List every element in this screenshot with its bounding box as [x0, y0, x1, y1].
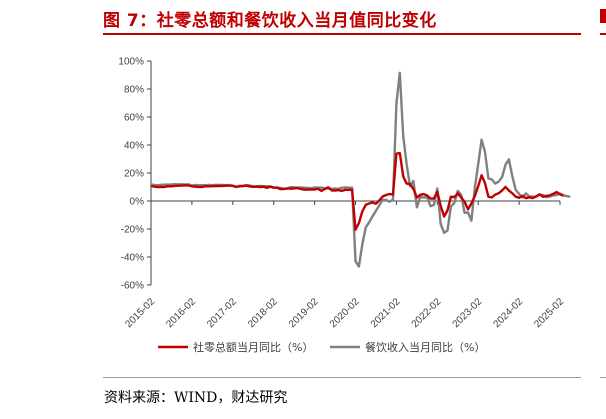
adjacent-title-underline [600, 33, 606, 35]
x-tick-label: 2022-02 [410, 296, 444, 330]
y-tick-label: -20% [121, 225, 144, 236]
y-tick-label: 100% [118, 57, 144, 68]
y-tick-label: 20% [124, 169, 144, 180]
x-tick-label: 2025-02 [532, 296, 566, 330]
series-line-retail [150, 151, 564, 231]
x-tick-label: 2018-02 [246, 296, 280, 330]
series-layer [150, 71, 571, 268]
figure-title: 图 7：社零总额和餐饮收入当月值同比变化 [103, 11, 437, 31]
legend-label: 社零总额当月同比（%） [193, 340, 313, 354]
y-tick-label: -60% [121, 281, 144, 292]
y-tick-label: 80% [124, 85, 144, 96]
legend-label: 餐饮收入当月同比（%） [365, 340, 485, 354]
adjacent-figure-title-edge [600, 9, 606, 23]
x-tick-label: 2015-02 [123, 296, 157, 330]
x-tick-label: 2017-02 [205, 296, 239, 330]
x-tick-label: 2020-02 [328, 296, 362, 330]
source-note: 资料来源：WIND，财达研究 [104, 390, 288, 406]
y-tick-label: -40% [121, 253, 144, 264]
x-tick-label: 2016-02 [164, 296, 198, 330]
y-tick-label: 40% [124, 141, 144, 152]
y-axis: 100% 80% 60% 40% 20% 0% -20% -40% -60% [118, 57, 152, 292]
line-chart: 100%80%60%40%20%0%-20%-40%-60% 2015-02 20… [118, 57, 571, 354]
adjacent-footer-rule [600, 377, 606, 378]
x-tick-label: 2019-02 [287, 296, 321, 330]
x-tick-label: 2023-02 [451, 296, 485, 330]
y-tick-label: 60% [124, 113, 144, 124]
series-line-catering [150, 71, 571, 268]
x-axis: 2015-02 2016-02 2017-02 2018-02 2019-02 2020-… [123, 200, 566, 330]
x-tick-label: 2024-02 [491, 296, 525, 330]
y-tick-label: 0% [130, 197, 145, 208]
legend: 社零总额当月同比（%） 餐饮收入当月同比（%） [158, 340, 485, 354]
footer-rule [103, 377, 581, 378]
title-underline [103, 33, 581, 35]
x-tick-label: 2021-02 [369, 296, 403, 330]
